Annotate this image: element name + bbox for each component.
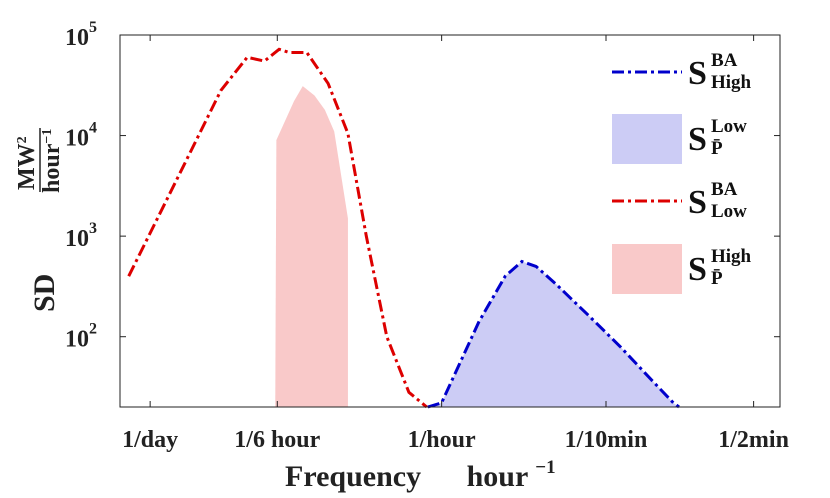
svg-text:Low: Low	[711, 201, 747, 222]
y-tick-label-0: 102	[65, 321, 97, 353]
svg-text:BA: BA	[711, 50, 738, 71]
legend-swatch-1	[612, 114, 682, 164]
svg-text:P̄: P̄	[711, 138, 723, 159]
y-axis-title-text: SD	[28, 274, 61, 312]
y-tick-label-2: 104	[65, 120, 97, 152]
svg-text:S: S	[688, 55, 707, 92]
plot-frame	[119, 34, 781, 408]
x-tick-label-0: 1/day	[122, 427, 178, 453]
x-axis-unit-base: hour	[467, 460, 528, 493]
svg-text:S: S	[688, 184, 707, 221]
area-series-layer	[275, 86, 680, 407]
svg-text:Low: Low	[711, 116, 747, 137]
y-axis-title: SD MW2 hour−1	[14, 128, 65, 312]
svg-text:S: S	[688, 251, 707, 288]
area-series-1	[427, 261, 680, 407]
area-series-3	[275, 86, 348, 407]
y-tick-label-1: 103	[65, 220, 97, 252]
y-axis-unit-denominator: hour−1	[39, 129, 65, 193]
svg-text:High: High	[711, 246, 752, 267]
line-series-layer	[127, 47, 680, 409]
y-tick-label-3: 105	[65, 19, 97, 51]
x-axis-title-text: Frequency	[285, 460, 421, 493]
x-tick-label-1: 1/6 hour	[234, 427, 320, 453]
svg-text:High: High	[711, 72, 752, 93]
line-series-0	[427, 259, 680, 409]
x-tick-label-3: 1/10min	[565, 427, 648, 453]
svg-text:BA: BA	[711, 179, 738, 200]
y-axis-unit-numerator: MW2	[14, 136, 40, 190]
legend-swatch-3	[612, 244, 682, 294]
x-axis-title: Frequency hour −1	[285, 457, 556, 493]
svg-text:P̄: P̄	[711, 268, 723, 289]
x-axis-unit-exp: −1	[535, 457, 555, 478]
line-series-2	[127, 47, 428, 409]
svg-text:S: S	[688, 121, 707, 158]
x-tick-label-4: 1/2min	[718, 427, 789, 453]
x-tick-label-2: 1/hour	[408, 427, 476, 453]
tick-layer: 1/day 1/6 hour 1/hour 1/10min 1/2min 102 103 10…	[65, 19, 789, 453]
